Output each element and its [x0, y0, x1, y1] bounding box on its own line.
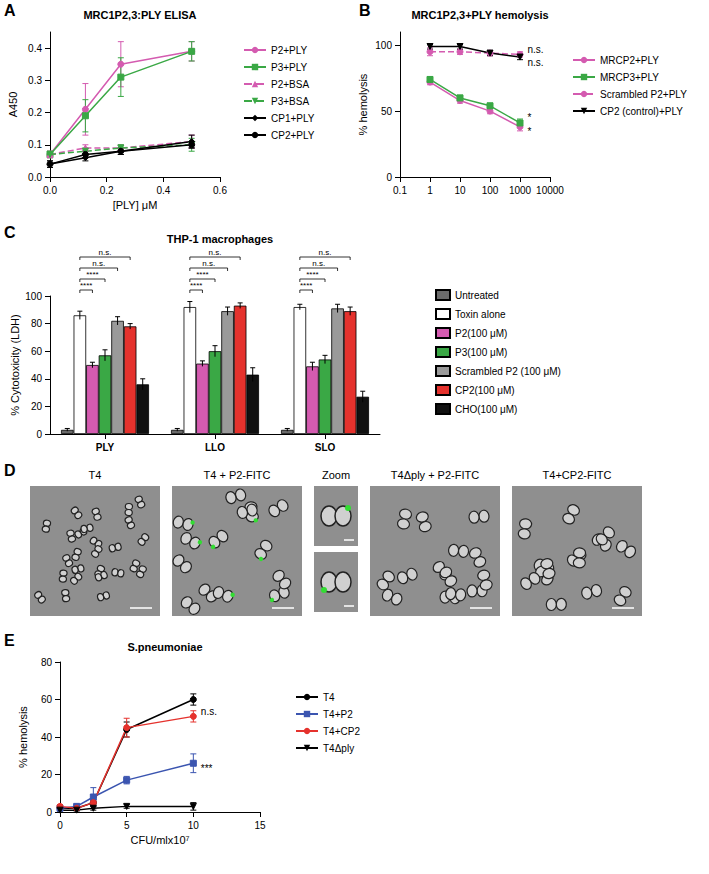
svg-text:n.s.: n.s. — [202, 259, 215, 268]
html-text:E: E — [4, 632, 15, 649]
svg-text:Scrambled P2+PLY: Scrambled P2+PLY — [600, 89, 687, 100]
svg-text:0.0: 0.0 — [28, 172, 42, 183]
svg-text:****: **** — [196, 270, 208, 279]
svg-text:0: 0 — [57, 820, 63, 831]
svg-text:40: 40 — [31, 373, 43, 384]
svg-text:P2+BSA: P2+BSA — [271, 79, 309, 90]
svg-text:CP2(100 μM): CP2(100 μM) — [455, 385, 515, 396]
svg-text:n.s.: n.s. — [319, 248, 332, 257]
svg-text:CP1+PLY: CP1+PLY — [271, 113, 315, 124]
svg-text:0.4: 0.4 — [28, 43, 42, 54]
svg-text:CFU/mlx10⁷: CFU/mlx10⁷ — [131, 834, 190, 846]
svg-text:A450: A450 — [7, 92, 19, 118]
svg-text:n.s.: n.s. — [312, 259, 325, 268]
svg-text:60: 60 — [41, 694, 53, 705]
svg-text:60: 60 — [31, 346, 43, 357]
svg-text:100: 100 — [482, 185, 499, 196]
svg-text:10000: 10000 — [536, 185, 564, 196]
svg-text:100: 100 — [375, 40, 392, 51]
html-text:A: A — [4, 2, 16, 19]
svg-text:40: 40 — [41, 732, 53, 743]
svg-text:Untreated: Untreated — [455, 290, 499, 301]
svg-text:0.2: 0.2 — [28, 107, 42, 118]
svg-text:Scrambled P2 (100 μM): Scrambled P2 (100 μM) — [455, 366, 561, 377]
html-text:B: B — [359, 2, 371, 19]
svg-text:CP2 (control)+PLY: CP2 (control)+PLY — [600, 106, 683, 117]
svg-text:P3+PLY: P3+PLY — [271, 62, 308, 73]
svg-text:****: **** — [80, 281, 92, 290]
svg-text:P2+PLY: P2+PLY — [271, 45, 308, 56]
svg-text:T4 + P2-FITC: T4 + P2-FITC — [204, 469, 271, 481]
svg-text:****: **** — [300, 281, 312, 290]
svg-text:T4: T4 — [323, 692, 335, 703]
svg-text:****: **** — [306, 270, 318, 279]
svg-text:P3(100 μM): P3(100 μM) — [455, 347, 507, 358]
svg-text:[PLY] μM: [PLY] μM — [113, 199, 158, 211]
svg-text:0.1: 0.1 — [393, 185, 407, 196]
svg-text:LLO: LLO — [205, 442, 225, 453]
svg-text:n.s.: n.s. — [209, 248, 222, 257]
svg-text:15: 15 — [254, 820, 266, 831]
svg-text:****: **** — [86, 270, 98, 279]
svg-text:20: 20 — [31, 401, 43, 412]
svg-text:5: 5 — [124, 820, 130, 831]
svg-text:0: 0 — [46, 807, 52, 818]
svg-text:P2(100 μM): P2(100 μM) — [455, 328, 507, 339]
svg-text:80: 80 — [41, 657, 53, 668]
svg-text:MRC1P2,3:PLY ELISA: MRC1P2,3:PLY ELISA — [83, 9, 196, 21]
svg-text:S.pneumoniae: S.pneumoniae — [127, 641, 202, 653]
svg-text:0.6: 0.6 — [213, 185, 227, 196]
svg-text:PLY: PLY — [96, 442, 115, 453]
svg-text:10: 10 — [188, 820, 200, 831]
svg-text:*: * — [528, 112, 532, 123]
svg-text:20: 20 — [41, 769, 53, 780]
svg-text:***: *** — [201, 763, 213, 774]
svg-text:n.s.: n.s. — [528, 57, 544, 68]
svg-text:Zoom: Zoom — [322, 469, 350, 481]
svg-text:80: 80 — [31, 318, 43, 329]
svg-text:0.4: 0.4 — [156, 185, 170, 196]
svg-text:CHO(100 μM): CHO(100 μM) — [455, 404, 517, 415]
svg-text:MRCP2+PLY: MRCP2+PLY — [600, 55, 659, 66]
svg-text:P3+BSA: P3+BSA — [271, 96, 309, 107]
svg-text:T4Δply: T4Δply — [323, 743, 354, 754]
svg-text:0.1: 0.1 — [28, 139, 42, 150]
svg-text:THP-1 macrophages: THP-1 macrophages — [167, 233, 273, 245]
svg-text:% hemolysis: % hemolysis — [357, 73, 369, 135]
svg-text:CP2+PLY: CP2+PLY — [271, 130, 315, 141]
svg-text:T4+CP2-FITC: T4+CP2-FITC — [543, 469, 612, 481]
svg-text:****: **** — [190, 281, 202, 290]
svg-text:T4+CP2: T4+CP2 — [323, 726, 360, 737]
svg-text:*: * — [528, 126, 532, 137]
svg-text:T4: T4 — [89, 469, 102, 481]
svg-text:MRCP3+PLY: MRCP3+PLY — [600, 72, 659, 83]
svg-text:T4Δply + P2-FITC: T4Δply + P2-FITC — [391, 469, 479, 481]
svg-text:1000: 1000 — [509, 185, 532, 196]
svg-text:SLO: SLO — [315, 442, 336, 453]
html-text:D: D — [4, 462, 16, 479]
svg-text:1: 1 — [427, 185, 433, 196]
svg-text:0.3: 0.3 — [28, 75, 42, 86]
svg-text:Toxin alone: Toxin alone — [455, 309, 506, 320]
svg-text:n.s.: n.s. — [528, 44, 544, 55]
svg-text:T4+P2: T4+P2 — [323, 709, 353, 720]
svg-text:0.0: 0.0 — [43, 185, 57, 196]
svg-text:n.s.: n.s. — [99, 248, 112, 257]
svg-text:MRC1P2,3+PLY hemolysis: MRC1P2,3+PLY hemolysis — [411, 9, 548, 21]
svg-text:50: 50 — [381, 106, 393, 117]
svg-text:0: 0 — [36, 429, 42, 440]
svg-text:% hemolysis: % hemolysis — [17, 706, 29, 768]
svg-text:10: 10 — [454, 185, 466, 196]
svg-text:n.s.: n.s. — [92, 259, 105, 268]
svg-text:100: 100 — [25, 291, 42, 302]
svg-text:% Cytotoxicity (LDH): % Cytotoxicity (LDH) — [9, 314, 21, 415]
svg-text:0.2: 0.2 — [100, 185, 114, 196]
html-text:C: C — [4, 224, 16, 241]
svg-text:0: 0 — [386, 172, 392, 183]
svg-text:n.s.: n.s. — [201, 706, 217, 717]
